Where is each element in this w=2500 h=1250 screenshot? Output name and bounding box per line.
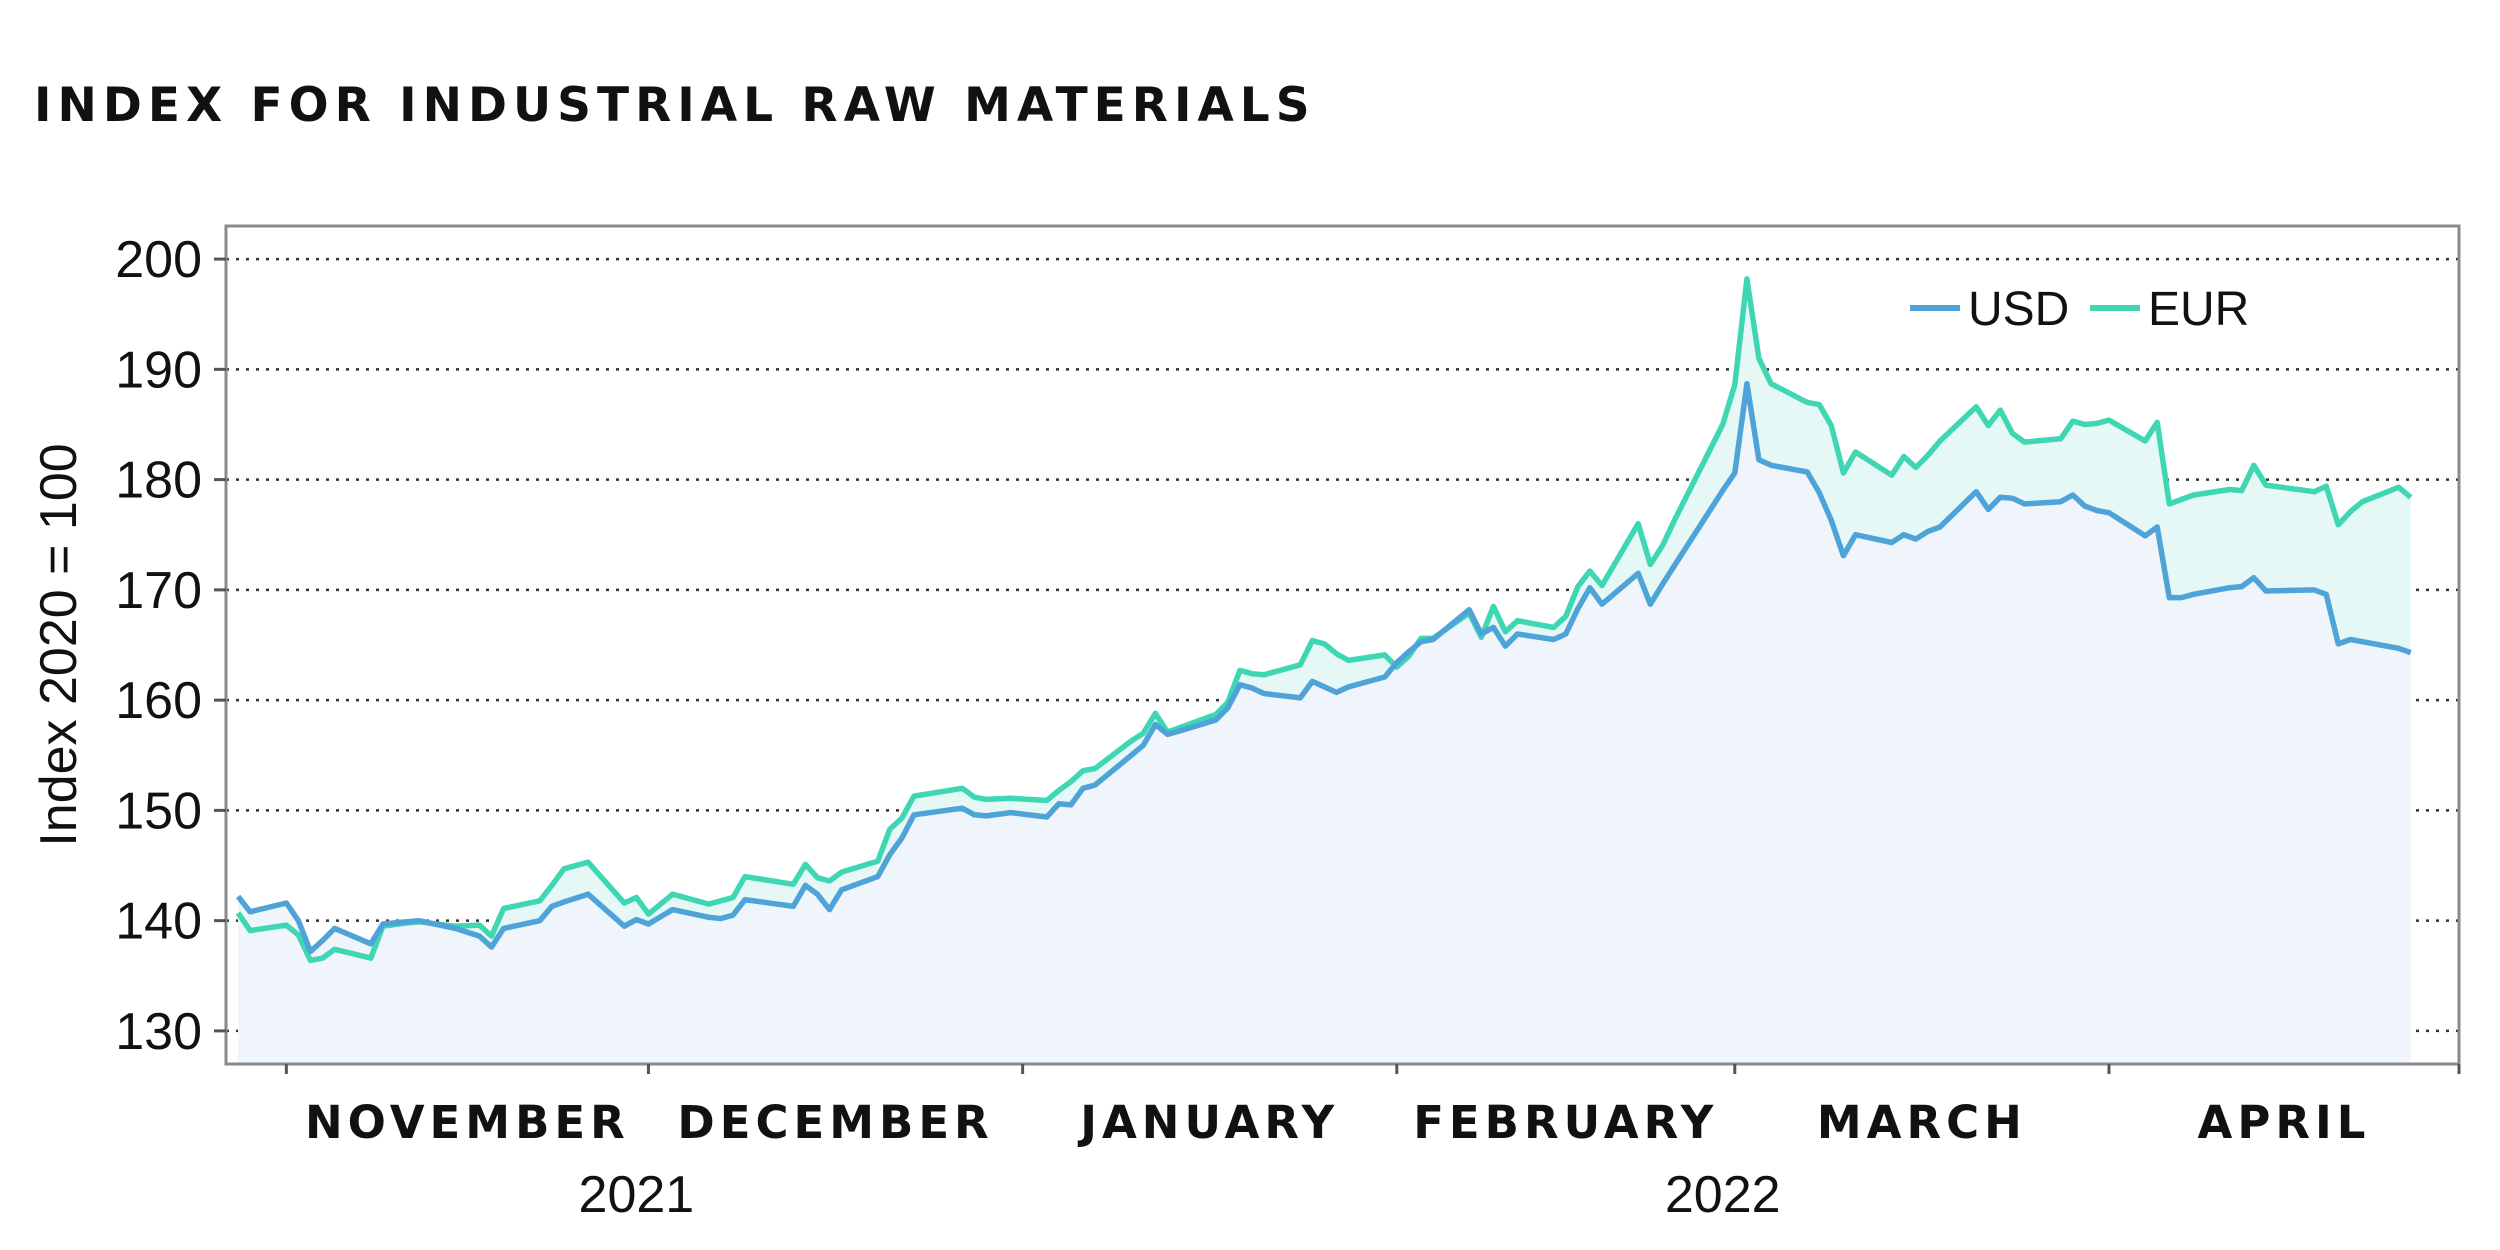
- y-axis-ticks: 130 140 150 160 170 180 190 200: [115, 231, 226, 1061]
- plot-frame: [224, 224, 2461, 1066]
- series-line-usd: [235, 380, 2412, 955]
- usd-area-fill: [238, 383, 2411, 1064]
- y-tick-label: 160: [115, 672, 202, 730]
- y-tick-label: 150: [115, 782, 202, 840]
- y-tick-label: 170: [115, 562, 202, 620]
- area-fills: [238, 278, 2411, 1064]
- legend-label-usd: USD: [1968, 283, 2069, 336]
- x-year-label: 2022: [1665, 1166, 1781, 1224]
- y-tick-label: 140: [115, 893, 202, 951]
- x-month-label: APRIL: [2198, 1096, 2371, 1149]
- legend-label-eur: EUR: [2148, 283, 2249, 336]
- series-lines: [235, 276, 2413, 964]
- y-tick-label: 200: [115, 231, 202, 289]
- x-axis-ticks: NOVEMBER DECEMBER JANUARY FEBRUARY MARCH APRI…: [284, 1064, 2461, 1224]
- x-month-label: DECEMBER: [677, 1096, 993, 1149]
- x-month-label: NOVEMBER: [305, 1096, 630, 1149]
- x-year-label: 2021: [579, 1166, 695, 1224]
- x-month-label: JANUARY: [1077, 1096, 1339, 1149]
- x-month-label: FEBRUARY: [1413, 1096, 1718, 1149]
- chart-title: INDEX FOR INDUSTRIAL RAW MATERIALS: [34, 78, 1316, 133]
- y-axis-label: Index 2020 = 100: [30, 443, 88, 846]
- y-tick-label: 190: [115, 341, 202, 399]
- legend: USD EUR: [1910, 283, 2249, 336]
- x-month-label: MARCH: [1817, 1096, 2027, 1149]
- y-tick-label: 180: [115, 452, 202, 510]
- series-line-eur: [235, 276, 2413, 964]
- y-tick-label: 130: [115, 1003, 202, 1061]
